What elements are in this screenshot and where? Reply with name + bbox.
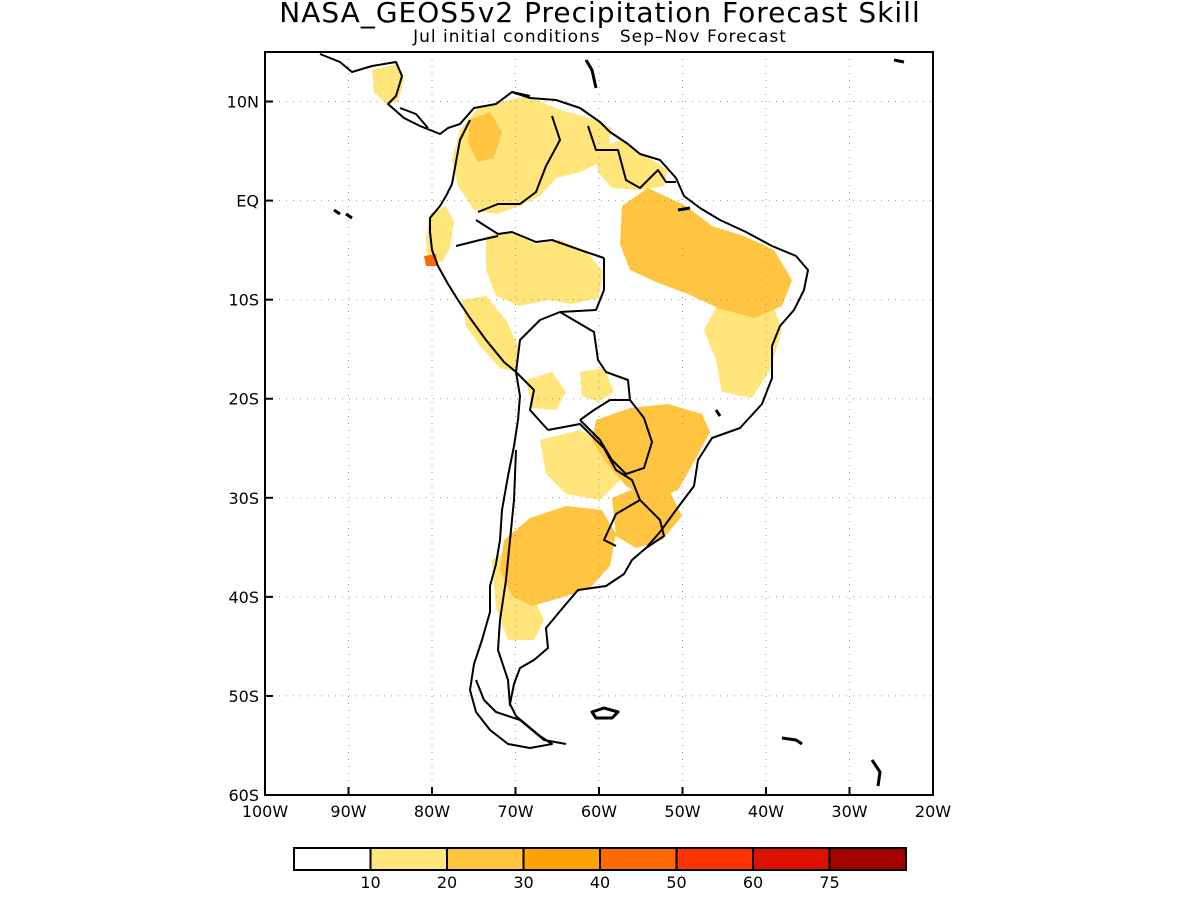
x-tick-label: 20W: [915, 802, 951, 821]
country-borders: [455, 115, 676, 707]
x-tick-label: 100W: [242, 802, 289, 821]
colorbar-swatch: [752, 847, 831, 871]
skill-shading-layer: [372, 64, 792, 640]
skill-region-paraguay-n: [580, 368, 614, 402]
x-tick-label: 30W: [831, 802, 867, 821]
x-tick-label: 50W: [664, 802, 700, 821]
colorbar-label: 50: [666, 873, 686, 892]
colorbar-label: 10: [360, 873, 380, 892]
skill-region-ecuador-peru-coast: [426, 206, 454, 262]
y-tick-label: 30S: [228, 489, 259, 508]
x-tick-label: 80W: [414, 802, 450, 821]
y-axis-ticks: 10N EQ 10S 20S 30S 40S 50S 60S: [227, 93, 273, 805]
y-tick-label: 50S: [228, 687, 259, 706]
skill-region-western-amazon: [486, 232, 604, 306]
y-tick-label: 20S: [228, 390, 259, 409]
skill-region-se-brazil-paraguay: [592, 404, 710, 500]
colorbar-swatch: [522, 847, 601, 871]
skill-region-central-argentina: [500, 506, 616, 606]
colorbar-label: 30: [513, 873, 533, 892]
y-tick-label: 60S: [228, 786, 259, 805]
skill-region-peru-andes: [462, 296, 520, 372]
colorbar-label: 60: [743, 873, 763, 892]
coastline-central-america: [319, 53, 531, 135]
colorbar-swatch: [369, 847, 448, 871]
y-tick-label: 10S: [228, 291, 259, 310]
x-tick-label: 60W: [581, 802, 617, 821]
colorbar-swatch: [675, 847, 754, 871]
coastline-south-america: [429, 91, 809, 749]
x-tick-label: 40W: [748, 802, 784, 821]
chart-subtitle: Jul initial conditions Sep–Nov Forecast: [413, 27, 787, 47]
y-tick-label: EQ: [236, 192, 259, 211]
y-tick-label: 40S: [228, 588, 259, 607]
map-gridlines: [265, 52, 933, 795]
x-axis-ticks: 100W 90W 80W 70W 60W 50W 40W 30W 20W: [242, 787, 951, 821]
chart-title: NASA_GEOS5v2 Precipitation Forecast Skil…: [279, 0, 921, 29]
skill-region-e-brazil: [704, 296, 782, 398]
x-tick-label: 90W: [330, 802, 366, 821]
colorbar-swatch: [293, 847, 372, 871]
skill-region-ne-brazil: [620, 188, 792, 318]
skill-region-bolivia: [526, 372, 566, 410]
colorbar-label: 20: [437, 873, 457, 892]
colorbar-swatch: [599, 847, 678, 871]
colorbar-label: 40: [590, 873, 610, 892]
x-tick-label: 70W: [497, 802, 533, 821]
colorbar-label: 75: [819, 873, 839, 892]
coastline-falklands: [590, 706, 620, 720]
skill-region-uruguay-s-brazil: [612, 486, 682, 548]
colorbar-swatch: [828, 847, 907, 871]
coastline-layer: [319, 53, 905, 787]
coastline-tierra-del-fuego: [475, 679, 567, 745]
colorbar: 10 20 30 40 50 60 75: [293, 847, 907, 892]
colorbar-swatch: [446, 847, 525, 871]
coastline-south-georgia: [781, 736, 803, 746]
y-tick-label: 10N: [227, 93, 259, 112]
skill-region-n-colombia-core: [468, 112, 502, 162]
small-islands: [333, 58, 905, 787]
